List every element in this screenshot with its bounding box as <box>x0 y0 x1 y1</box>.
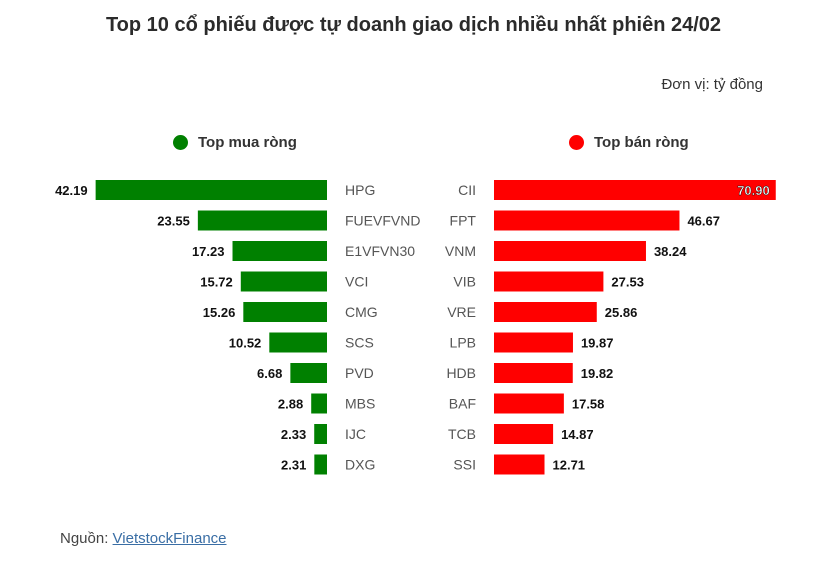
sell-category-label: TCB <box>448 426 476 442</box>
sell-value-label: 19.82 <box>581 366 614 381</box>
buy-category-label: MBS <box>345 396 375 412</box>
buy-category-label: CMG <box>345 304 378 320</box>
buy-category-label: VCI <box>345 274 368 290</box>
source-label: Nguồn: <box>60 530 109 547</box>
buy-value-label: 2.31 <box>281 458 306 473</box>
sell-category-label: HDB <box>446 365 476 381</box>
legend-sell-label: Top bán ròng <box>594 134 689 151</box>
buy-category-label: PVD <box>345 365 374 381</box>
sell-bar-vnm <box>494 241 646 261</box>
buy-bar-mbs <box>311 393 327 414</box>
buy-value-label: 15.26 <box>203 305 236 320</box>
buy-category-label: HPG <box>345 182 375 198</box>
legend-sell-marker <box>569 135 584 150</box>
buy-category-label: IJC <box>345 426 366 442</box>
legend-buy: Top mua ròng <box>173 134 297 151</box>
buy-category-label: SCS <box>345 335 374 351</box>
buy-bar-fuevfvnd <box>197 210 327 231</box>
buy-bar-pvd <box>290 363 327 383</box>
buy-value-label: 15.72 <box>200 275 233 290</box>
buy-category-label: DXG <box>345 457 375 473</box>
buy-value-label: 23.55 <box>157 214 190 229</box>
buy-bar-e1vfvn30 <box>232 241 327 261</box>
legend-sell: Top bán ròng <box>569 134 689 151</box>
sell-bar-cii <box>494 180 776 200</box>
legend-buy-label: Top mua ròng <box>198 134 297 151</box>
sell-category-label: FPT <box>450 213 477 229</box>
sell-bar-hdb <box>494 363 573 383</box>
sell-value-label: 14.87 <box>561 427 594 442</box>
buy-bar-ijc <box>314 424 327 444</box>
sell-bar-ssi <box>494 454 545 475</box>
sell-bar-lpb <box>494 332 573 353</box>
chart-title: Top 10 cổ phiếu được tự doanh giao dịch … <box>105 14 722 36</box>
buy-value-label: 42.19 <box>55 183 88 198</box>
sell-category-label: LPB <box>450 335 476 351</box>
legend-buy-marker <box>173 135 188 150</box>
buy-bar-vci <box>240 271 327 292</box>
sell-value-label: 38.24 <box>654 244 687 259</box>
sell-category-label: VNM <box>445 243 476 259</box>
buy-bar-cmg <box>243 302 327 322</box>
sell-bar-fpt <box>494 210 680 231</box>
buy-category-label: E1VFVN30 <box>345 243 415 259</box>
sell-bar-tcb <box>494 424 554 444</box>
buy-category-label: FUEVFVND <box>345 213 420 229</box>
buy-bar-hpg <box>95 180 328 200</box>
sell-value-label: 70.90 <box>737 183 770 198</box>
sell-value-label: 12.71 <box>553 458 586 473</box>
sell-value-label: 46.67 <box>687 214 720 229</box>
buy-value-label: 6.68 <box>257 366 282 381</box>
buy-bar-dxg <box>314 454 327 475</box>
source-line: Nguồn: VietstockFinance <box>60 530 227 547</box>
unit-label: Đơn vị: tỷ đồng <box>661 76 763 93</box>
sell-category-label: SSI <box>453 457 476 473</box>
sell-bar-vre <box>494 302 597 322</box>
sell-category-label: VRE <box>447 304 476 320</box>
buy-value-label: 10.52 <box>229 336 262 351</box>
source-link[interactable]: VietstockFinance <box>112 530 227 547</box>
buy-value-label: 2.88 <box>278 397 303 412</box>
sell-value-label: 19.87 <box>581 336 614 351</box>
buy-value-label: 2.33 <box>281 427 306 442</box>
sell-value-label: 17.58 <box>572 397 605 412</box>
sell-category-label: VIB <box>453 274 476 290</box>
sell-category-label: CII <box>458 182 476 198</box>
sell-value-label: 27.53 <box>611 275 644 290</box>
sell-bar-vib <box>494 271 604 292</box>
sell-bar-baf <box>494 393 564 414</box>
sell-value-label: 25.86 <box>605 305 638 320</box>
sell-category-label: BAF <box>449 396 476 412</box>
buy-value-label: 17.23 <box>192 244 225 259</box>
buy-bar-scs <box>269 332 327 353</box>
